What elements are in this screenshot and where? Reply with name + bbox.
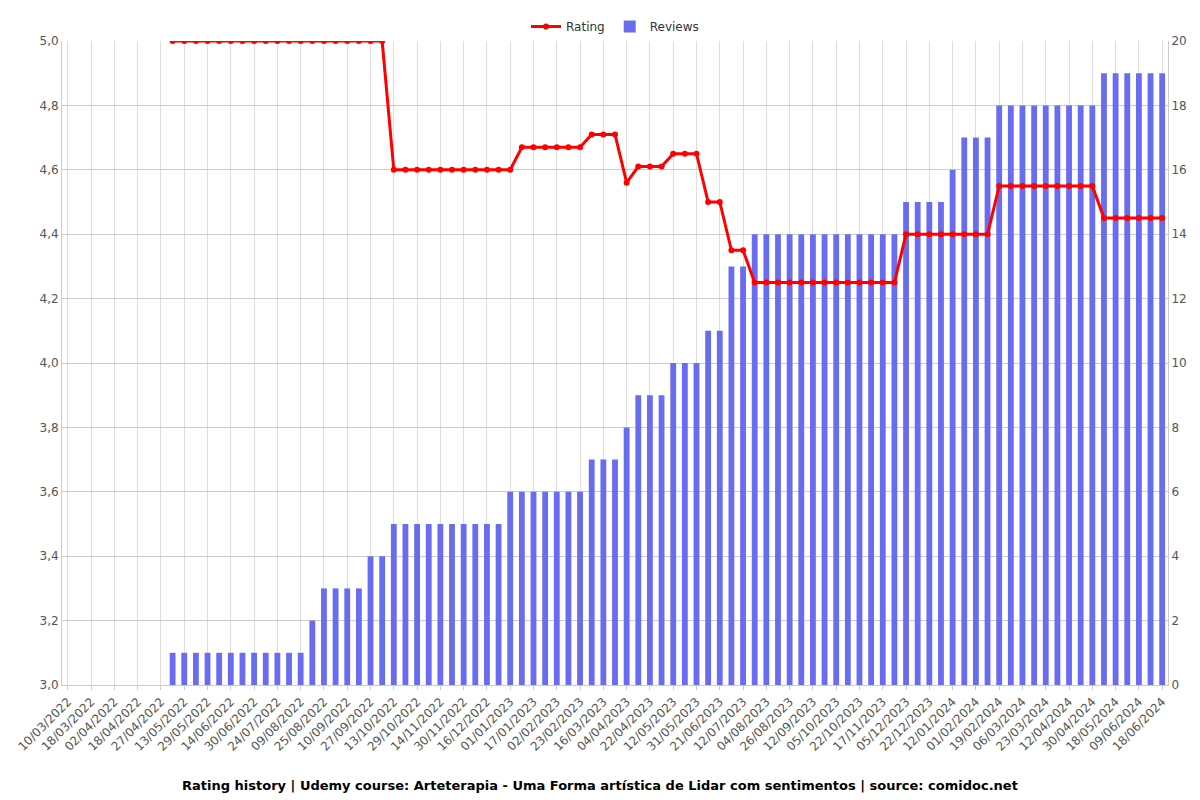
svg-text:4,6: 4,6 — [40, 163, 59, 177]
svg-text:20: 20 — [1171, 34, 1186, 48]
svg-text:12: 12 — [1171, 292, 1186, 306]
svg-text:09/06/2024: 09/06/2024 — [1086, 695, 1145, 754]
svg-text:13/05/2022: 13/05/2022 — [132, 695, 191, 754]
svg-text:26/08/2023: 26/08/2023 — [737, 695, 796, 754]
svg-text:18/04/2022: 18/04/2022 — [85, 695, 144, 754]
svg-text:Rating history | Udemy course:: Rating history | Udemy course: Arteterap… — [182, 778, 1018, 793]
svg-text:18/03/2022: 18/03/2022 — [39, 695, 98, 754]
svg-text:10/03/2022: 10/03/2022 — [15, 695, 74, 754]
svg-text:05/10/2023: 05/10/2023 — [784, 695, 843, 754]
svg-text:14/06/2022: 14/06/2022 — [178, 695, 237, 754]
svg-text:21/06/2023: 21/06/2023 — [667, 695, 726, 754]
svg-text:30/11/2022: 30/11/2022 — [411, 695, 470, 754]
svg-text:3,2: 3,2 — [40, 614, 59, 628]
svg-text:12/07/2023: 12/07/2023 — [691, 695, 750, 754]
svg-text:18/05/2024: 18/05/2024 — [1063, 695, 1122, 754]
svg-text:4: 4 — [1171, 549, 1179, 563]
svg-text:5,0: 5,0 — [40, 34, 59, 48]
svg-text:30/04/2024: 30/04/2024 — [1040, 695, 1099, 754]
svg-text:12/01/2024: 12/01/2024 — [900, 695, 959, 754]
svg-text:14: 14 — [1171, 227, 1186, 241]
svg-text:25/08/2022: 25/08/2022 — [272, 695, 331, 754]
svg-text:12/05/2023: 12/05/2023 — [621, 695, 680, 754]
svg-text:6: 6 — [1171, 485, 1179, 499]
svg-text:04/04/2023: 04/04/2023 — [574, 695, 633, 754]
svg-text:4,4: 4,4 — [40, 227, 59, 241]
svg-text:01/01/2023: 01/01/2023 — [458, 695, 517, 754]
svg-text:0: 0 — [1171, 678, 1179, 692]
svg-text:23/02/2023: 23/02/2023 — [528, 695, 587, 754]
svg-text:22/10/2023: 22/10/2023 — [807, 695, 866, 754]
svg-text:2: 2 — [1171, 614, 1179, 628]
svg-text:01/02/2024: 01/02/2024 — [923, 695, 982, 754]
svg-text:29/10/2022: 29/10/2022 — [365, 695, 424, 754]
svg-text:27/09/2022: 27/09/2022 — [318, 695, 377, 754]
svg-text:27/04/2022: 27/04/2022 — [109, 695, 168, 754]
svg-text:19/02/2024: 19/02/2024 — [947, 695, 1006, 754]
svg-text:17/11/2023: 17/11/2023 — [830, 695, 889, 754]
svg-text:22/04/2023: 22/04/2023 — [597, 695, 656, 754]
svg-text:04/08/2023: 04/08/2023 — [714, 695, 773, 754]
svg-text:06/03/2024: 06/03/2024 — [970, 695, 1029, 754]
svg-text:02/02/2023: 02/02/2023 — [504, 695, 563, 754]
svg-text:Reviews: Reviews — [650, 20, 699, 34]
svg-text:8: 8 — [1171, 421, 1179, 435]
svg-text:10: 10 — [1171, 356, 1186, 370]
svg-text:05/12/2023: 05/12/2023 — [854, 695, 913, 754]
svg-text:13/10/2022: 13/10/2022 — [341, 695, 400, 754]
svg-text:22/12/2023: 22/12/2023 — [877, 695, 936, 754]
svg-text:3,8: 3,8 — [40, 421, 59, 435]
svg-text:31/05/2023: 31/05/2023 — [644, 695, 703, 754]
svg-text:14/11/2022: 14/11/2022 — [388, 695, 447, 754]
svg-text:16: 16 — [1171, 163, 1186, 177]
svg-text:3,6: 3,6 — [40, 485, 59, 499]
svg-text:Rating: Rating — [566, 20, 605, 34]
svg-text:24/07/2022: 24/07/2022 — [225, 695, 284, 754]
svg-text:4,8: 4,8 — [40, 99, 59, 113]
svg-text:18: 18 — [1171, 99, 1186, 113]
svg-text:17/01/2023: 17/01/2023 — [481, 695, 540, 754]
svg-text:09/08/2022: 09/08/2022 — [248, 695, 307, 754]
svg-text:4,2: 4,2 — [40, 292, 59, 306]
svg-text:23/03/2024: 23/03/2024 — [993, 695, 1052, 754]
svg-text:30/06/2022: 30/06/2022 — [202, 695, 261, 754]
svg-text:16/03/2023: 16/03/2023 — [551, 695, 610, 754]
svg-text:3,4: 3,4 — [40, 549, 59, 563]
svg-text:3,0: 3,0 — [40, 678, 59, 692]
svg-text:02/04/2022: 02/04/2022 — [62, 695, 121, 754]
svg-text:12/04/2024: 12/04/2024 — [1017, 695, 1076, 754]
svg-text:4,0: 4,0 — [40, 356, 59, 370]
svg-text:10/09/2022: 10/09/2022 — [295, 695, 354, 754]
svg-text:18/06/2024: 18/06/2024 — [1110, 695, 1169, 754]
svg-text:12/09/2023: 12/09/2023 — [760, 695, 819, 754]
svg-text:29/05/2022: 29/05/2022 — [155, 695, 214, 754]
svg-text:16/12/2022: 16/12/2022 — [434, 695, 493, 754]
